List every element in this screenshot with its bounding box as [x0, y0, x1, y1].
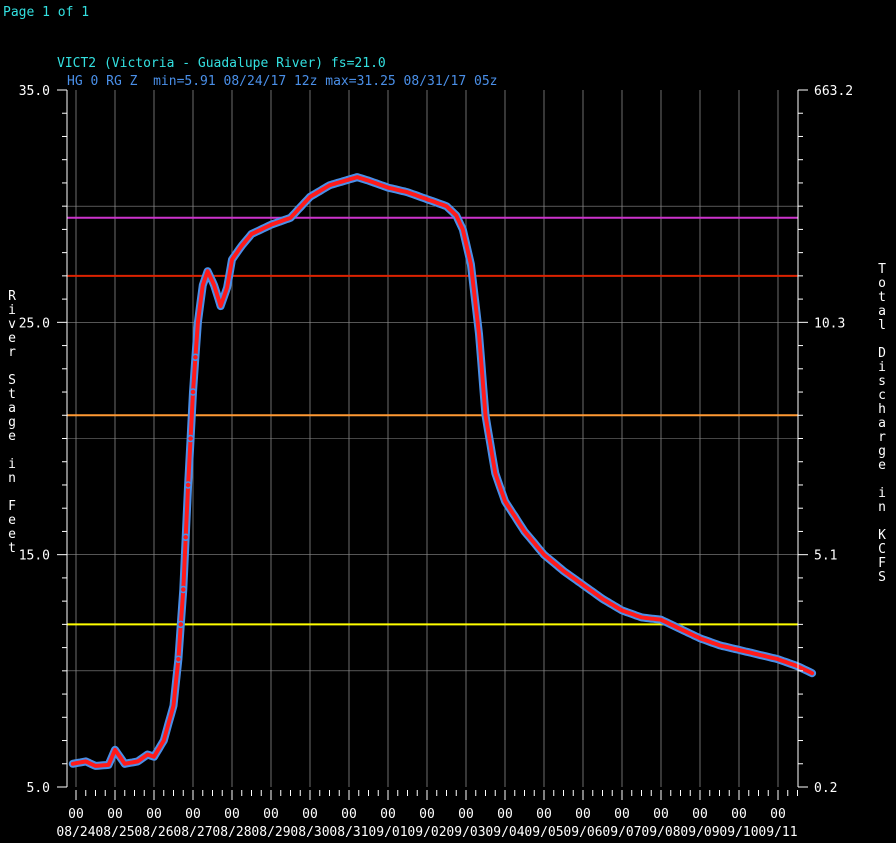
threshold-layer: [67, 216, 798, 626]
grid-layer: [67, 90, 798, 787]
x-date-label: 08/30: [290, 825, 329, 840]
x-date-label: 09/02: [407, 825, 446, 840]
x-date-label: 09/07: [602, 825, 641, 840]
x-hour-label: 00: [614, 807, 630, 822]
data-point: [177, 620, 185, 629]
label-layer: 35.0 25.0 15.0 5.0 663.2 10.3 5.1 0.2 00 00 00 00 00…: [8, 84, 886, 840]
x-hour-label: 00: [185, 807, 201, 822]
series-layer: [68, 173, 817, 770]
y-tick-label: 35.0: [19, 84, 50, 99]
x-date-label: 09/01: [368, 825, 407, 840]
x-date-label: 08/24: [56, 825, 95, 840]
data-point: [191, 353, 200, 361]
x-hour-label: 00: [731, 807, 747, 822]
x-hour-label: 00: [419, 807, 435, 822]
x-date-label: 08/25: [95, 825, 134, 840]
x-date-label: 08/28: [212, 825, 251, 840]
data-point: [174, 655, 183, 663]
y2-tick-label: 0.2: [814, 781, 837, 796]
chart-title: VICT2 (Victoria - Guadalupe River) fs=21…: [57, 56, 386, 71]
x-date-label: 08/29: [251, 825, 290, 840]
x-hour-label: 00: [497, 807, 513, 822]
x-date-label: 09/10: [719, 825, 758, 840]
x-date-label: 08/31: [329, 825, 368, 840]
data-point: [186, 434, 195, 443]
x-date-label: 09/09: [680, 825, 719, 840]
x-hour-label: 00: [224, 807, 240, 822]
x-hour-label: 00: [380, 807, 396, 822]
x-hour-label: 00: [146, 807, 162, 822]
x-hour-label: 00: [263, 807, 279, 822]
series-halo: [68, 173, 817, 770]
x-hour-label: 00: [536, 807, 552, 822]
x-hour-label: 00: [653, 807, 669, 822]
x-hour-label: 00: [302, 807, 318, 822]
x-date-label: 09/11: [758, 825, 797, 840]
page-label: Page 1 of 1: [3, 5, 89, 20]
x-date-label: 09/05: [524, 825, 563, 840]
x-date-label: 09/03: [446, 825, 485, 840]
data-point: [181, 533, 190, 541]
x-date-label: 08/26: [134, 825, 173, 840]
data-point: [189, 388, 197, 396]
x-hour-label: 00: [107, 807, 123, 822]
x-hour-label: 00: [458, 807, 474, 822]
y-tick-label: 25.0: [19, 316, 50, 331]
x-hour-label: 00: [575, 807, 591, 822]
x-hour-label: 00: [341, 807, 357, 822]
x-hour-label: 00: [692, 807, 708, 822]
y2-tick-label: 5.1: [814, 549, 837, 564]
series-line: [70, 175, 815, 768]
x-date-label: 09/08: [641, 825, 680, 840]
data-point: [184, 481, 192, 489]
axes-layer: [57, 89, 808, 800]
x-hour-label: 00: [68, 807, 84, 822]
y2-tick-label: 10.3: [814, 316, 845, 331]
chart-subtitle: HG 0 RG Z min=5.91 08/24/17 12z max=31.2…: [67, 74, 497, 89]
x-date-label: 09/04: [485, 825, 524, 840]
y2-tick-label: 663.2: [814, 84, 853, 99]
x-date-label: 08/27: [173, 825, 212, 840]
y-tick-label: 5.0: [27, 781, 50, 796]
data-point: [179, 585, 188, 594]
x-date-label: 09/06: [563, 825, 602, 840]
x-hour-label: 00: [770, 807, 786, 822]
y-tick-label: 15.0: [19, 549, 50, 564]
